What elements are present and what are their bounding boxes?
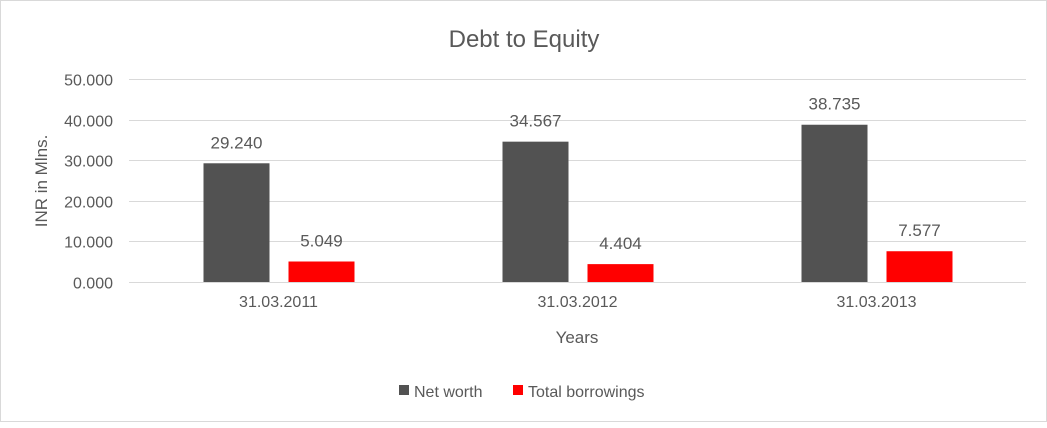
legend-swatch [513, 385, 523, 395]
x-tick-label: 31.03.2013 [836, 294, 916, 311]
bar-total-borrowings [587, 264, 654, 282]
x-tick-label: 31.03.2012 [537, 294, 617, 311]
legend-swatch [399, 385, 409, 395]
x-axis-label: Years [556, 328, 599, 347]
y-tick-label: 40.000 [64, 114, 113, 131]
data-label: 38.735 [809, 95, 861, 114]
y-tick-label: 20.000 [64, 195, 113, 212]
bar-net-worth [801, 124, 868, 282]
data-label: 29.240 [211, 133, 263, 152]
bar-net-worth [502, 141, 569, 282]
y-tick-label: 0.000 [73, 276, 113, 293]
chart-title: Debt to Equity [449, 26, 600, 53]
data-label: 4.404 [599, 234, 642, 253]
legend-label: Net worth [414, 384, 482, 401]
bar-net-worth [203, 163, 270, 282]
y-tick-label: 10.000 [64, 235, 113, 252]
y-tick-label: 30.000 [64, 154, 113, 171]
x-tick-label: 31.03.2011 [239, 294, 318, 311]
data-label: 5.049 [300, 232, 343, 251]
data-label: 7.577 [898, 221, 941, 240]
y-tick-label: 50.000 [64, 73, 113, 90]
legend-label: Total borrowings [528, 384, 645, 401]
data-label: 34.567 [510, 112, 562, 131]
y-axis-label: INR in Mlns. [32, 135, 51, 228]
bar-total-borrowings [886, 251, 953, 282]
bar-total-borrowings [288, 261, 355, 282]
